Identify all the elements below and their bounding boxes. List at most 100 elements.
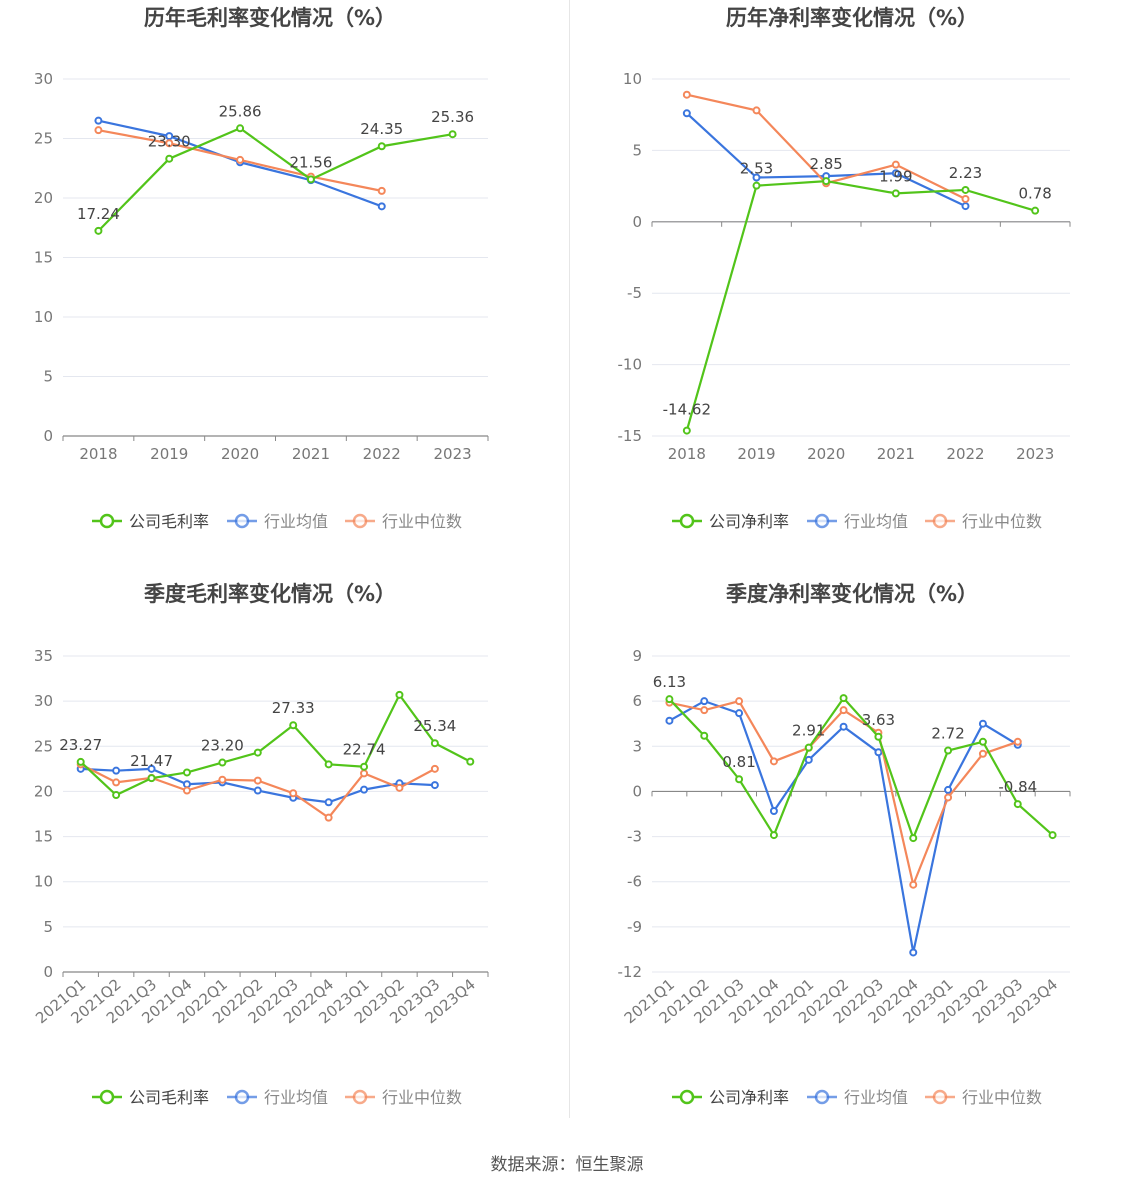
panel-divider [569, 0, 570, 1118]
legend-item-median: 行业中位数 [925, 512, 1042, 531]
data-point-avg [377, 202, 386, 211]
chart-quarter-gross-margin: 季度毛利率变化情况（%）051015202530352021Q12021Q220… [32, 582, 489, 1107]
data-point-median [1013, 737, 1022, 746]
data-point-company [324, 760, 333, 769]
legend-label: 公司净利率 [709, 512, 789, 531]
data-point-median [752, 106, 761, 115]
legend-item-avg: 行业均值 [227, 512, 328, 531]
data-label: 17.24 [77, 205, 120, 223]
y-tick-label: -10 [618, 356, 643, 374]
data-point-company [76, 757, 85, 766]
data-point-avg [324, 798, 333, 807]
data-point-avg [735, 709, 744, 718]
y-tick-label: 15 [34, 249, 53, 267]
series-line-company [685, 179, 1036, 431]
data-point-avg [165, 132, 174, 141]
series-line-company [668, 696, 1054, 842]
legend-label: 公司毛利率 [129, 1088, 209, 1107]
data-point-median [236, 155, 245, 164]
chart-annual-net-margin: 历年净利率变化情况（%） -15 -10 -5 0 5 10 2018 2019 2020 2021… [618, 6, 1071, 531]
legend-marker-icon [234, 1089, 250, 1105]
data-point-avg [752, 173, 761, 182]
data-point-avg [665, 716, 674, 725]
data-label: 2.85 [809, 155, 842, 173]
y-tick-label: 5 [43, 368, 53, 386]
data-label: 2.91 [792, 722, 825, 740]
y-tick-label: 30 [34, 70, 53, 88]
chart-panel-quarter-gross: 季度毛利率变化情况（%） 0 5 10 15 20 25 30 35 2021Q1 2021Q2 20… [0, 576, 567, 1152]
legend-label: 行业均值 [844, 512, 908, 531]
data-point-avg [804, 755, 813, 764]
data-point-median [395, 783, 404, 792]
legend-item-company: 公司净利率 [672, 1088, 789, 1107]
legend-label: 行业中位数 [382, 512, 462, 531]
y-tick-label: 9 [632, 647, 642, 665]
legend-label: 公司毛利率 [129, 512, 209, 531]
legend-marker-icon [99, 513, 115, 529]
y-tick-label: 5 [632, 141, 642, 159]
data-point-median [839, 706, 848, 715]
data-point-median [253, 776, 262, 785]
data-label: 23.30 [148, 133, 191, 151]
data-point-median [769, 757, 778, 766]
data-point-company [839, 694, 848, 703]
y-tick-label: 30 [34, 692, 53, 710]
legend-item-avg: 行业均值 [807, 512, 908, 531]
y-tick-label: 20 [34, 782, 53, 800]
y-tick-label: 35 [34, 647, 53, 665]
chart-panel-annual-gross: 历年毛利率变化情况（%） 0 5 10 15 20 25 30 2018 2019 2020 2021… [0, 0, 567, 576]
data-point-company [891, 189, 900, 198]
data-label: 25.36 [431, 108, 474, 126]
data-point-company [944, 746, 953, 755]
data-point-avg [891, 169, 900, 178]
data-point-median [700, 706, 709, 715]
data-point-company [112, 791, 121, 800]
data-point-avg [944, 785, 953, 794]
data-point-company [1013, 800, 1022, 809]
data-point-company [822, 177, 831, 186]
data-point-median [165, 139, 174, 148]
data-label: -0.84 [998, 778, 1037, 796]
data-point-company [236, 124, 245, 133]
data-point-median [682, 90, 691, 99]
data-point-avg [909, 948, 918, 957]
legend-label: 行业中位数 [962, 512, 1042, 531]
legend-item-median: 行业中位数 [345, 1088, 462, 1107]
data-label: 23.27 [59, 736, 102, 754]
legend-marker-icon [234, 513, 250, 529]
legend-marker-icon [679, 1089, 695, 1105]
data-point-median [377, 186, 386, 195]
data-label: 3.63 [862, 711, 895, 729]
y-tick-label: 0 [632, 782, 642, 800]
y-tick-label: 0 [632, 213, 642, 231]
legend-marker-icon [814, 1089, 830, 1105]
legend-marker-icon [932, 513, 948, 529]
x-tick-label: 2018 [668, 445, 706, 463]
y-tick-label: -12 [618, 963, 643, 981]
data-label: 1.99 [879, 167, 912, 185]
data-point-company [665, 695, 674, 704]
data-point-median [112, 778, 121, 787]
data-point-company [289, 721, 298, 730]
data-label: 21.47 [130, 752, 173, 770]
data-point-avg [769, 806, 778, 815]
data-point-median [909, 880, 918, 889]
series-line-company [79, 692, 471, 797]
data-label: 24.35 [360, 120, 403, 138]
data-point-avg [182, 780, 191, 789]
data-label: 0.78 [1018, 185, 1051, 203]
data-point-company [682, 426, 691, 435]
data-point-median [735, 697, 744, 706]
y-tick-label: 0 [43, 427, 53, 445]
series-line-avg [668, 699, 1019, 953]
y-tick-label: 3 [632, 737, 642, 755]
data-label: 23.20 [201, 737, 244, 755]
data-label: 2.72 [931, 724, 964, 742]
legend-item-median: 行业中位数 [345, 512, 462, 531]
y-tick-label: 0 [43, 963, 53, 981]
data-point-avg [112, 766, 121, 775]
y-tick-label: -15 [618, 427, 643, 445]
data-point-company [94, 226, 103, 235]
x-tick-label: 2019 [737, 445, 775, 463]
data-point-avg [253, 786, 262, 795]
